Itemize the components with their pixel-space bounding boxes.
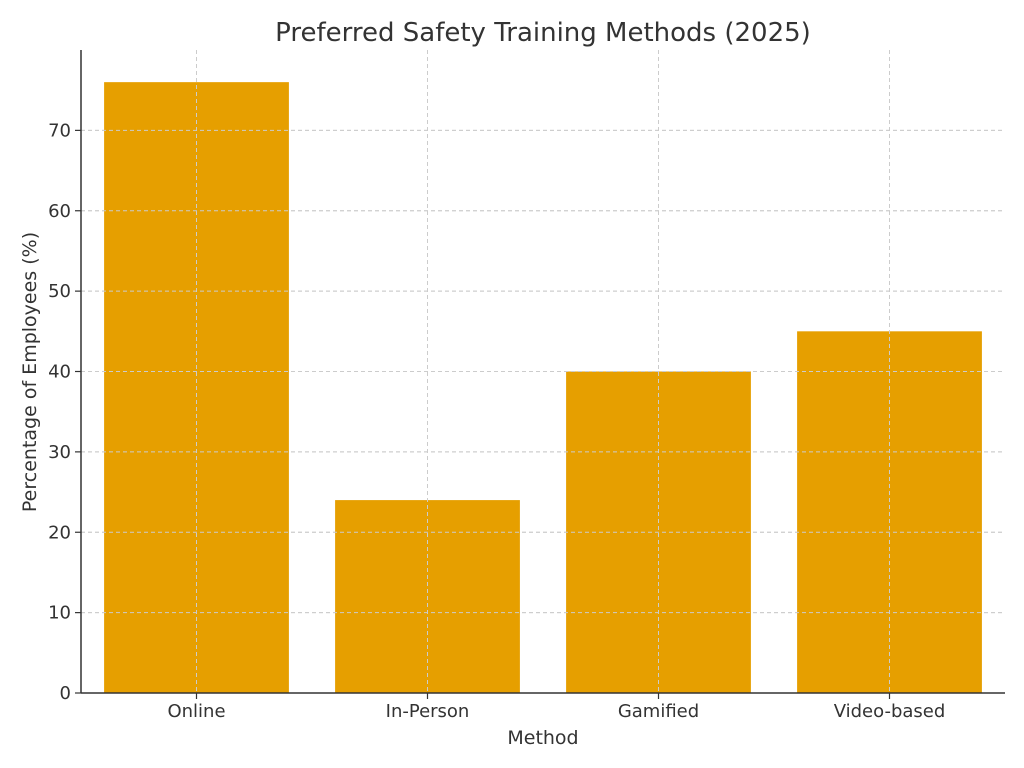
x-ticks: Online In-Person Gamified Video-based — [167, 693, 945, 722]
y-tick-label: 10 — [48, 603, 71, 624]
y-tick-label: 40 — [48, 362, 71, 383]
y-tick-label: 50 — [48, 281, 71, 302]
y-tick-label: 0 — [60, 683, 71, 704]
y-tick-label: 60 — [48, 201, 71, 222]
y-ticks: 0 10 20 30 40 50 60 70 — [48, 120, 81, 704]
x-tick-label: Online — [167, 701, 225, 722]
x-tick-label: Video-based — [834, 701, 946, 722]
chart-title: Preferred Safety Training Methods (2025) — [275, 18, 811, 48]
bars — [81, 50, 1005, 694]
x-axis-label: Method — [507, 727, 578, 749]
x-tick-label: Gamified — [618, 701, 699, 722]
y-tick-label: 30 — [48, 442, 71, 463]
x-tick-label: In-Person — [386, 701, 470, 722]
y-tick-label: 70 — [48, 120, 71, 141]
y-tick-label: 20 — [48, 522, 71, 543]
y-axis-label: Percentage of Employees (%) — [19, 232, 41, 512]
